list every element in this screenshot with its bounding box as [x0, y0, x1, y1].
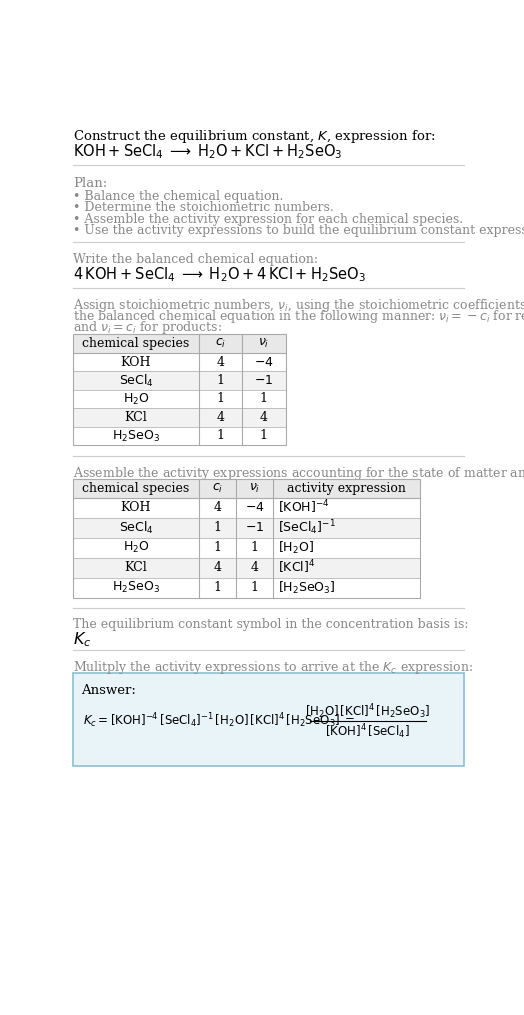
Bar — [73, 479, 420, 497]
Text: 1: 1 — [213, 541, 222, 554]
Text: • Determine the stoichiometric numbers.: • Determine the stoichiometric numbers. — [73, 201, 334, 214]
Text: Mulitply the activity expressions to arrive at the $K_c$ expression:: Mulitply the activity expressions to arr… — [73, 660, 474, 676]
Text: $[\mathrm{H_2O}]$: $[\mathrm{H_2O}]$ — [278, 540, 314, 555]
Bar — [73, 408, 286, 426]
Text: $c_i$: $c_i$ — [212, 482, 223, 495]
Text: Construct the equilibrium constant, $K$, expression for:: Construct the equilibrium constant, $K$,… — [73, 128, 436, 145]
Text: $-4$: $-4$ — [254, 355, 274, 368]
Text: $\nu_i$: $\nu_i$ — [249, 482, 260, 495]
Bar — [73, 371, 286, 390]
Bar — [73, 334, 286, 446]
Bar — [73, 426, 286, 446]
Text: $\mathrm{H_2SeO_3}$: $\mathrm{H_2SeO_3}$ — [112, 581, 160, 595]
Text: $\mathrm{H_2O}$: $\mathrm{H_2O}$ — [123, 540, 149, 555]
Text: $-1$: $-1$ — [254, 374, 274, 387]
Text: Assemble the activity expressions accounting for the state of matter and $\nu_i$: Assemble the activity expressions accoun… — [73, 465, 524, 482]
Text: $[\mathrm{KOH}]^{-4}$: $[\mathrm{KOH}]^{-4}$ — [278, 498, 330, 517]
Bar — [73, 353, 286, 371]
Text: $[\mathrm{KOH}]^4\,[\mathrm{SeCl_4}]$: $[\mathrm{KOH}]^4\,[\mathrm{SeCl_4}]$ — [325, 723, 410, 741]
Text: $\mathrm{H_2O}$: $\mathrm{H_2O}$ — [123, 392, 149, 407]
Text: KOH: KOH — [121, 355, 151, 368]
Text: and $\nu_i = c_i$ for products:: and $\nu_i = c_i$ for products: — [73, 319, 222, 336]
Text: the balanced chemical equation in the following manner: $\nu_i = -c_i$ for react: the balanced chemical equation in the fo… — [73, 309, 524, 325]
Text: 1: 1 — [216, 429, 224, 443]
Bar — [73, 497, 420, 518]
Text: 4: 4 — [213, 561, 222, 574]
Text: Plan:: Plan: — [73, 178, 107, 190]
Text: chemical species: chemical species — [82, 337, 190, 350]
Text: • Balance the chemical equation.: • Balance the chemical equation. — [73, 190, 283, 203]
Text: • Use the activity expressions to build the equilibrium constant expression.: • Use the activity expressions to build … — [73, 224, 524, 238]
Text: $4\,\mathrm{KOH + SeCl_4 \;\longrightarrow\; H_2O + 4\,KCl + H_2SeO_3}$: $4\,\mathrm{KOH + SeCl_4 \;\longrightarr… — [73, 265, 366, 284]
Text: $\mathrm{H_2SeO_3}$: $\mathrm{H_2SeO_3}$ — [112, 428, 160, 444]
Text: chemical species: chemical species — [82, 482, 190, 495]
Text: 1: 1 — [216, 374, 224, 387]
Bar — [73, 518, 420, 538]
Text: 4: 4 — [213, 501, 222, 514]
Text: 1: 1 — [213, 582, 222, 594]
Text: Write the balanced chemical equation:: Write the balanced chemical equation: — [73, 253, 318, 266]
Text: $[\mathrm{H_2O}]\,[\mathrm{KCl}]^4\,[\mathrm{H_2SeO_3}]$: $[\mathrm{H_2O}]\,[\mathrm{KCl}]^4\,[\ma… — [305, 702, 430, 721]
Text: • Assemble the activity expression for each chemical species.: • Assemble the activity expression for e… — [73, 213, 463, 225]
Bar — [73, 578, 420, 598]
Bar — [73, 479, 420, 598]
Text: $K_c$: $K_c$ — [73, 630, 92, 649]
Text: 4: 4 — [216, 411, 224, 424]
Text: $[\mathrm{KCl}]^4$: $[\mathrm{KCl}]^4$ — [278, 559, 315, 577]
Text: Answer:: Answer: — [81, 684, 136, 697]
Text: $[\mathrm{H_2SeO_3}]$: $[\mathrm{H_2SeO_3}]$ — [278, 580, 335, 596]
Text: KCl: KCl — [125, 561, 147, 574]
Text: 1: 1 — [260, 429, 268, 443]
Bar — [73, 557, 420, 578]
Text: $K_c = [\mathrm{KOH}]^{-4}\,[\mathrm{SeCl_4}]^{-1}\,[\mathrm{H_2O}]\,[\mathrm{KC: $K_c = [\mathrm{KOH}]^{-4}\,[\mathrm{SeC… — [83, 712, 355, 730]
Text: 4: 4 — [260, 411, 268, 424]
Text: 1: 1 — [216, 393, 224, 406]
Bar — [73, 538, 420, 557]
Text: 4: 4 — [250, 561, 259, 574]
Text: $[\mathrm{SeCl_4}]^{-1}$: $[\mathrm{SeCl_4}]^{-1}$ — [278, 519, 336, 537]
Text: $c_i$: $c_i$ — [215, 337, 226, 350]
Text: 1: 1 — [250, 541, 259, 554]
Text: The equilibrium constant symbol in the concentration basis is:: The equilibrium constant symbol in the c… — [73, 618, 469, 630]
Text: 1: 1 — [260, 393, 268, 406]
Text: $-1$: $-1$ — [245, 521, 264, 534]
Text: KCl: KCl — [125, 411, 147, 424]
Text: $-4$: $-4$ — [245, 501, 265, 514]
Text: 1: 1 — [213, 521, 222, 534]
Bar — [73, 673, 464, 765]
Text: $\mathrm{SeCl_4}$: $\mathrm{SeCl_4}$ — [118, 373, 154, 389]
Text: $\nu_i$: $\nu_i$ — [258, 337, 269, 350]
Text: $\mathrm{SeCl_4}$: $\mathrm{SeCl_4}$ — [118, 520, 154, 536]
Text: 4: 4 — [216, 355, 224, 368]
Text: KOH: KOH — [121, 501, 151, 514]
Text: Assign stoichiometric numbers, $\nu_i$, using the stoichiometric coefficients, $: Assign stoichiometric numbers, $\nu_i$, … — [73, 297, 524, 315]
Text: $\mathrm{KOH + SeCl_4 \;\longrightarrow\; H_2O + KCl + H_2SeO_3}$: $\mathrm{KOH + SeCl_4 \;\longrightarrow\… — [73, 142, 343, 160]
Text: activity expression: activity expression — [287, 482, 406, 495]
Text: 1: 1 — [250, 582, 259, 594]
Bar — [73, 334, 286, 353]
Bar — [73, 390, 286, 408]
